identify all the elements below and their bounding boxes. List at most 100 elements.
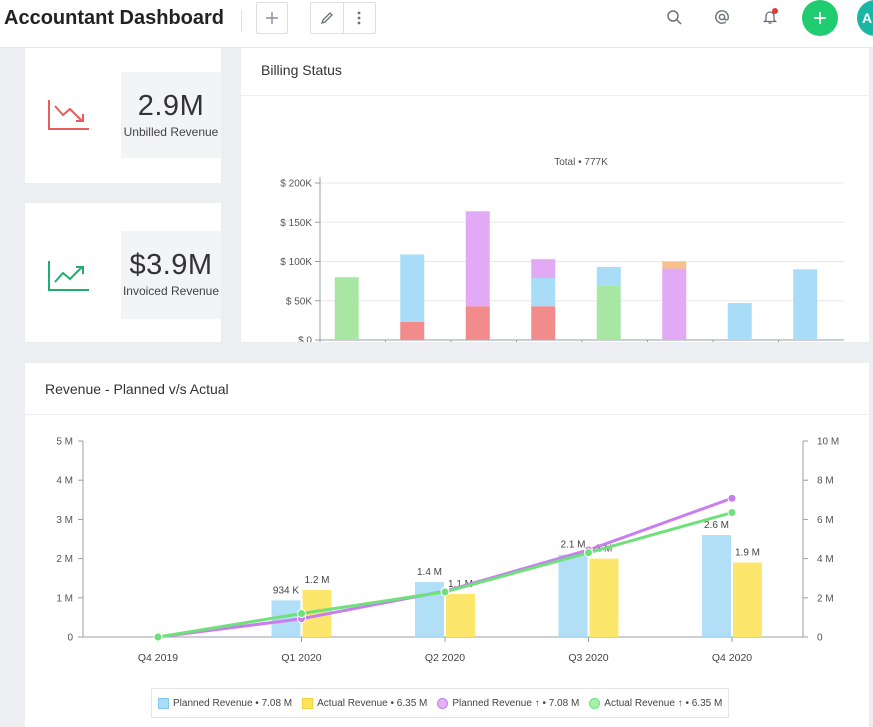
notification-badge: [772, 8, 778, 14]
billing-chart: Total • 777K $ 0$ 50K$ 100K$ 150K$ 200KA…: [241, 96, 869, 342]
kpi-label: Unbilled Revenue: [121, 125, 221, 139]
trend-up-icon: [47, 257, 91, 293]
kpi-value: $3.9M: [121, 249, 221, 282]
data-label: 1.9 M: [735, 548, 760, 559]
trend-down-icon: [47, 96, 91, 132]
kpi-label: Invoiced Revenue: [121, 284, 221, 298]
plus-icon: [265, 11, 279, 25]
more-vertical-icon: [357, 11, 361, 25]
line-point[interactable]: [728, 494, 736, 502]
bar-segment-nhs[interactable]: [466, 211, 490, 306]
legend-item[interactable]: Planned Revenue • 7.08 M: [158, 698, 292, 709]
search-icon: [666, 9, 682, 25]
bar-segment-rolex[interactable]: [531, 259, 555, 278]
y-tick-label: $ 150K: [280, 218, 312, 229]
card-title: Revenue - Planned v/s Actual: [45, 381, 229, 397]
y-tick-label: $ 0: [298, 336, 312, 343]
bar-segment-nhs[interactable]: [466, 306, 490, 340]
x-tick-label: Q4 2019: [138, 652, 178, 664]
bar-segment-tesla[interactable]: [728, 303, 752, 340]
billing-status-card: Billing Status Total • 777K $ 0 $ 50K $ 10…: [241, 48, 869, 342]
revenue-bar[interactable]: [590, 559, 619, 637]
chart-legend: Planned Revenue • 7.08 M Actual Revenue …: [151, 688, 729, 718]
card-title: Billing Status: [261, 62, 342, 78]
kpi-value: 2.9M: [121, 90, 221, 123]
edit-toolbar: [310, 2, 376, 34]
page-title: Accountant Dashboard: [4, 7, 224, 30]
x-tick-label: Q4 2020: [712, 652, 752, 664]
legend-swatch: [302, 698, 313, 709]
data-label: 2.1 M: [560, 540, 585, 551]
y-tick-label-left: 3 M: [56, 515, 73, 526]
bar-segment-shell[interactable]: [662, 262, 686, 269]
bar-segment-rolex[interactable]: [531, 306, 555, 340]
y-tick-label-left: 5 M: [56, 437, 73, 448]
y-tick-label-left: 4 M: [56, 476, 73, 487]
data-label: 1.4 M: [417, 567, 442, 578]
y-tick-label: $ 100K: [280, 257, 312, 268]
legend-label: Actual Revenue ↑ • 6.35 M: [604, 698, 722, 709]
bar-segment-samsung[interactable]: [597, 286, 621, 340]
legend-swatch: [589, 698, 600, 709]
legend-item[interactable]: Actual Revenue • 6.35 M: [302, 698, 427, 709]
top-bar: Accountant Dashboard A: [0, 0, 873, 48]
line-point[interactable]: [585, 549, 593, 557]
x-tick-label: Q2 2020: [425, 652, 465, 664]
bar-segment-samsung[interactable]: [597, 267, 621, 286]
bar-segment-walmart[interactable]: [793, 269, 817, 340]
legend-item[interactable]: Actual Revenue ↑ • 6.35 M: [589, 698, 722, 709]
divider: [241, 10, 242, 32]
revenue-bar[interactable]: [415, 582, 444, 637]
y-tick-label: $ 200K: [280, 179, 312, 190]
avatar[interactable]: A: [857, 0, 873, 36]
kpi-value-box: $3.9M Invoiced Revenue: [121, 231, 221, 319]
y-tick-label-right: 8 M: [817, 476, 834, 487]
kpi-value-box: 2.9M Unbilled Revenue: [121, 72, 221, 158]
legend-swatch: [158, 698, 169, 709]
search-button[interactable]: [664, 7, 684, 27]
revenue-bar[interactable]: [446, 594, 475, 637]
revenue-chart: 0 1 M 2 M 3 M 4 M 5 M 0 2 M 4 M 6 M 8 M 10 M Q4 2019…: [25, 415, 869, 727]
kpi-card-unbilled: 2.9M Unbilled Revenue: [25, 48, 221, 183]
revenue-line[interactable]: [158, 513, 732, 637]
line-point[interactable]: [154, 633, 162, 641]
revenue-line[interactable]: [158, 498, 732, 637]
revenue-card: Revenue - Planned v/s Actual 0 1 M 2 M 3 M 4…: [25, 363, 869, 727]
add-button[interactable]: [256, 2, 288, 34]
legend-label: Planned Revenue ↑ • 7.08 M: [452, 698, 579, 709]
at-icon: [714, 9, 730, 25]
x-tick-label: Q1 2020: [281, 652, 321, 664]
bar-segment-cisco[interactable]: [400, 254, 424, 322]
line-point[interactable]: [298, 609, 306, 617]
y-tick-label-right: 2 M: [817, 593, 834, 604]
x-tick-label: Q3 2020: [568, 652, 608, 664]
kpi-card-invoiced: $3.9M Invoiced Revenue: [25, 203, 221, 342]
revenue-bar[interactable]: [559, 555, 588, 637]
pencil-icon: [319, 10, 335, 26]
bar-segment-rolex[interactable]: [531, 278, 555, 306]
y-tick-label-right: 6 M: [817, 515, 834, 526]
y-tick-label-right: 0: [817, 633, 823, 644]
y-tick-label-left: 0: [67, 633, 73, 644]
legend-swatch: [437, 698, 448, 709]
data-label: 2.6 M: [704, 520, 729, 531]
edit-button[interactable]: [311, 3, 343, 33]
y-tick-label-left: 1 M: [56, 593, 73, 604]
y-tick-label-right: 10 M: [817, 437, 839, 448]
mentions-button[interactable]: [712, 7, 732, 27]
plus-icon: [813, 11, 827, 25]
y-tick-label: $ 50K: [286, 296, 312, 307]
line-point[interactable]: [728, 509, 736, 517]
legend-item[interactable]: Planned Revenue ↑ • 7.08 M: [437, 698, 579, 709]
create-button[interactable]: [802, 0, 838, 36]
y-tick-label-left: 2 M: [56, 554, 73, 565]
revenue-bar[interactable]: [702, 535, 731, 637]
bar-segment-shell[interactable]: [662, 269, 686, 340]
y-tick-label-right: 4 M: [817, 554, 834, 565]
revenue-bar[interactable]: [733, 563, 762, 637]
more-button[interactable]: [343, 3, 375, 33]
bar-segment-cisco[interactable]: [400, 322, 424, 340]
bar-segment-adobe[interactable]: [335, 277, 359, 340]
data-label: 1.2 M: [304, 575, 329, 586]
line-point[interactable]: [441, 588, 449, 596]
